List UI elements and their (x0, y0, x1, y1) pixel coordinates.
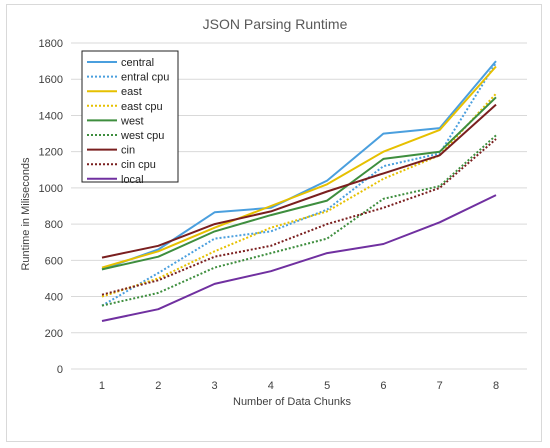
legend-box (81, 50, 179, 183)
legend-label: east cpu (121, 101, 163, 113)
series-line-west (101, 96, 497, 271)
x-tick-label: 8 (493, 380, 499, 392)
line-chart: JSON Parsing Runtime Number of Data Chun… (20, 16, 527, 408)
series-line-local (101, 194, 497, 322)
x-tick-label: 4 (268, 380, 274, 392)
y-tick-label: 1200 (39, 147, 63, 159)
y-tick-label: 400 (45, 292, 63, 304)
series-line-cin (101, 103, 497, 259)
series-line-cin-cpu (101, 138, 497, 296)
x-tick-label: 3 (211, 380, 217, 392)
legend-label: west cpu (120, 130, 164, 142)
legend-label: west (120, 115, 144, 127)
y-tick-label: 1800 (39, 38, 63, 50)
series-line-west-cpu (101, 134, 497, 307)
chart-title: JSON Parsing Runtime (203, 16, 348, 32)
y-tick-label: 800 (45, 219, 63, 231)
y-tick-label: 0 (57, 364, 63, 376)
x-axis-label: Number of Data Chunks (233, 396, 351, 408)
x-tick-label: 6 (380, 380, 386, 392)
y-axis-label: Runtime in Miliseconds (20, 157, 32, 271)
legend-label: east (121, 86, 142, 98)
series-line-entral-cpu (101, 62, 497, 307)
legend-label: cin cpu (121, 159, 156, 171)
legend-label: entral cpu (121, 72, 169, 84)
x-tick-label: 7 (437, 380, 443, 392)
y-tick-label: 200 (45, 328, 63, 340)
y-tick-label: 1400 (39, 110, 63, 122)
y-tick-label: 1000 (39, 183, 63, 195)
legend-label: cin (121, 145, 135, 157)
y-tick-label: 1600 (39, 74, 63, 86)
x-tick-label: 5 (324, 380, 330, 392)
y-tick-label: 600 (45, 255, 63, 267)
legend-label: local (121, 174, 144, 186)
chart-frame: JSON Parsing Runtime Number of Data Chun… (6, 4, 542, 442)
legend-label: central (121, 57, 154, 69)
x-tick-label: 1 (99, 380, 105, 392)
x-tick-label: 2 (155, 380, 161, 392)
series-line-east (101, 65, 497, 269)
